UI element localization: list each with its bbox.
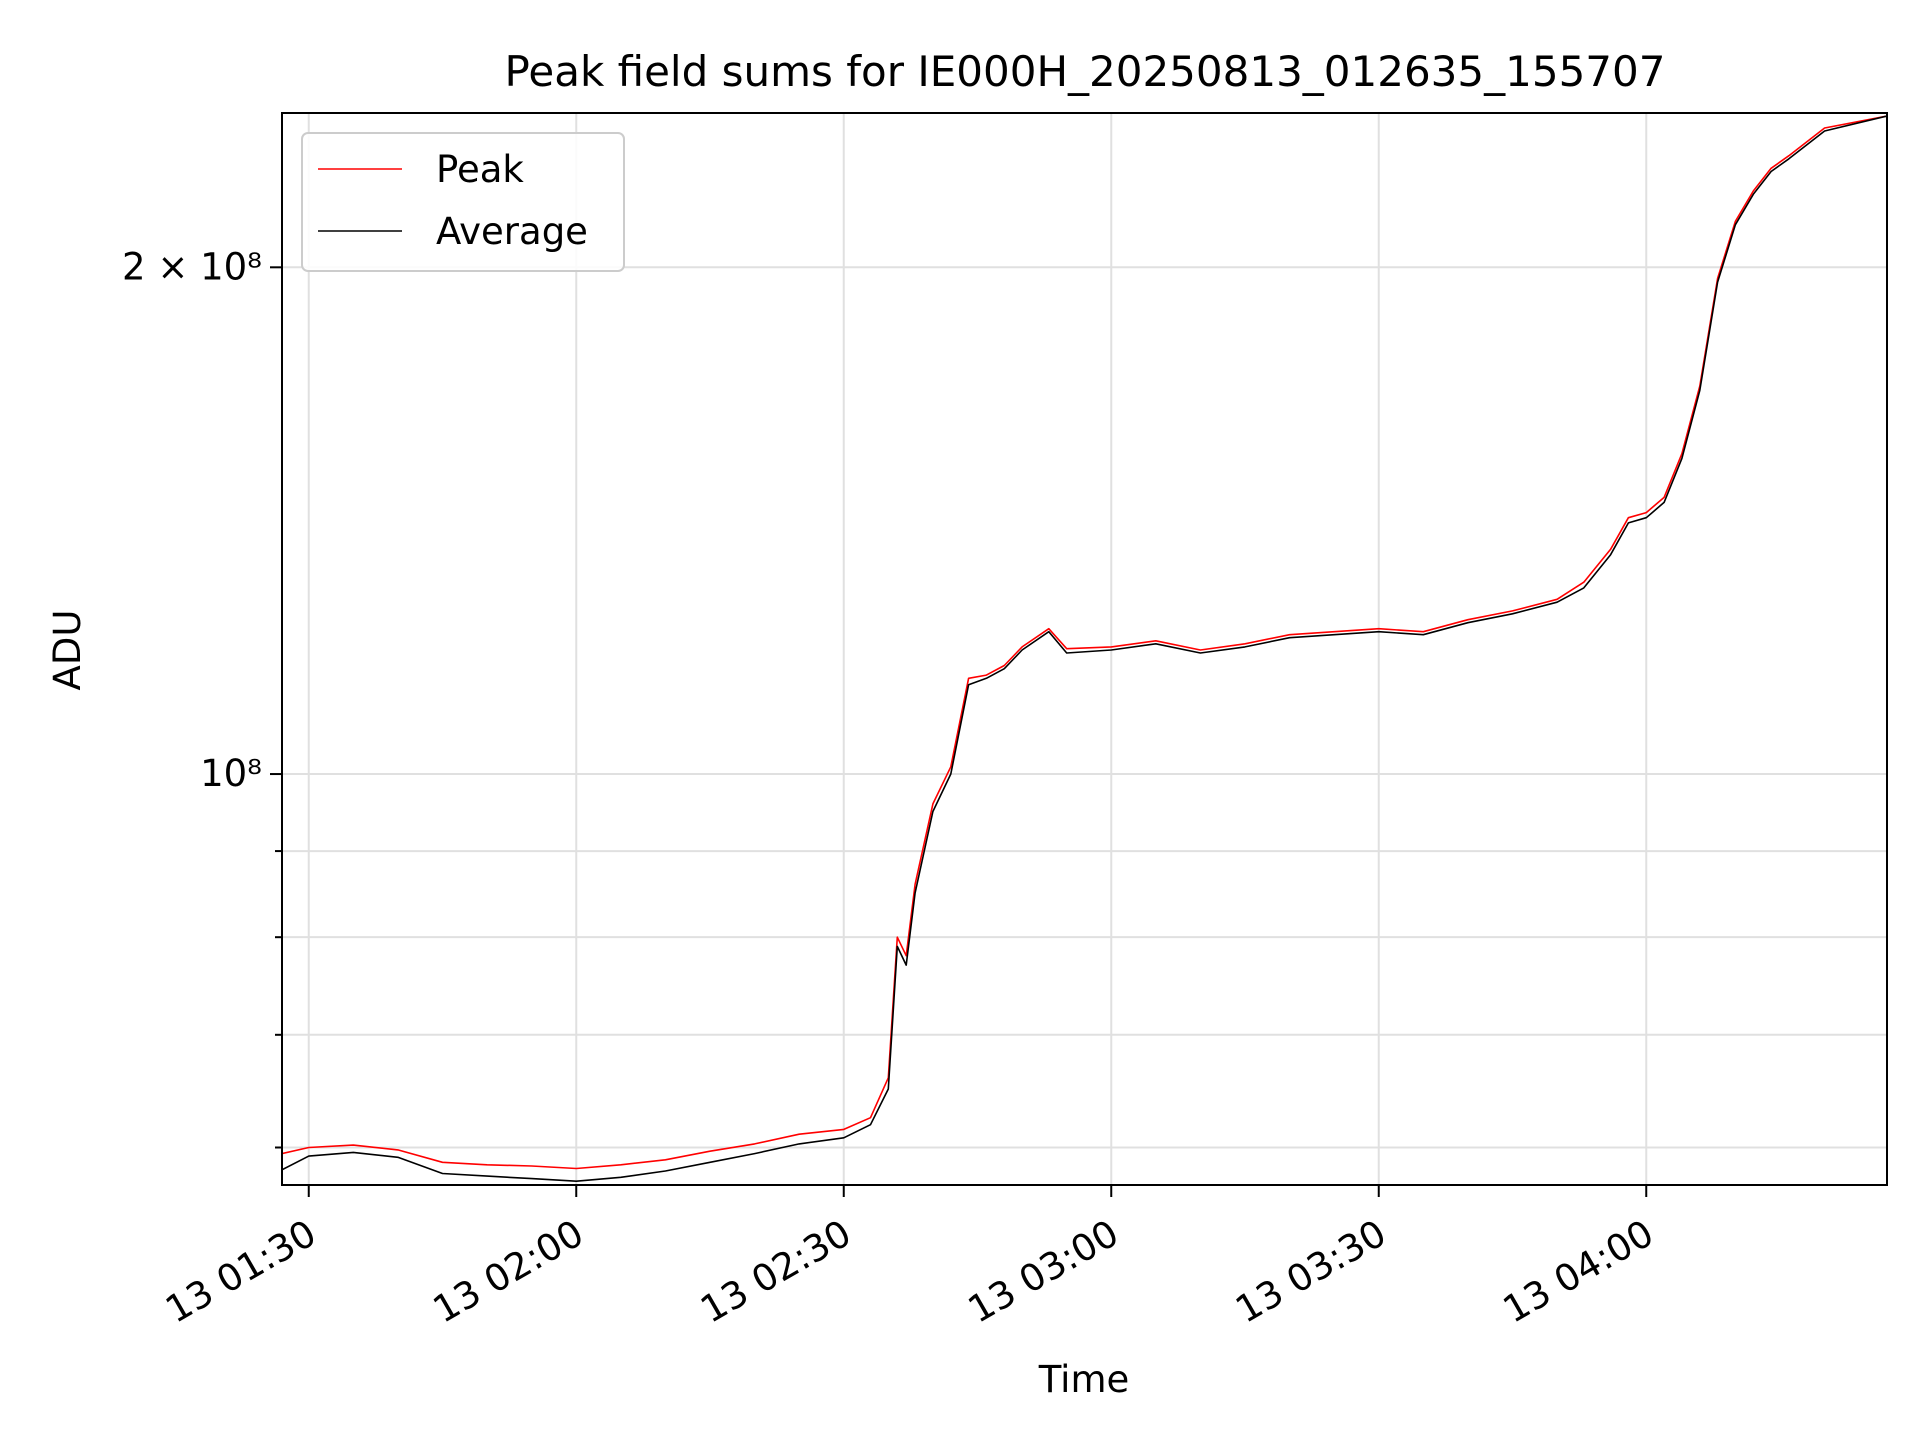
plot-lines: [282, 115, 1887, 1182]
plot-frame: [281, 112, 1888, 1186]
y-tick-label: 10⁸: [200, 752, 262, 795]
chart-title: Peak field sums for IE000H_20250813_0126…: [505, 47, 1666, 96]
series-line-peak: [282, 115, 1887, 1170]
y-tick-label: 2 × 10⁸: [122, 245, 262, 288]
legend: Peak Average: [301, 132, 625, 272]
series-line-average: [282, 115, 1887, 1182]
legend-box: [301, 132, 625, 272]
y-axis-label: ADU: [46, 610, 89, 691]
legend-label-average: Average: [436, 210, 588, 253]
legend-label-peak: Peak: [436, 148, 524, 191]
x-axis-label: Time: [1038, 1358, 1130, 1401]
